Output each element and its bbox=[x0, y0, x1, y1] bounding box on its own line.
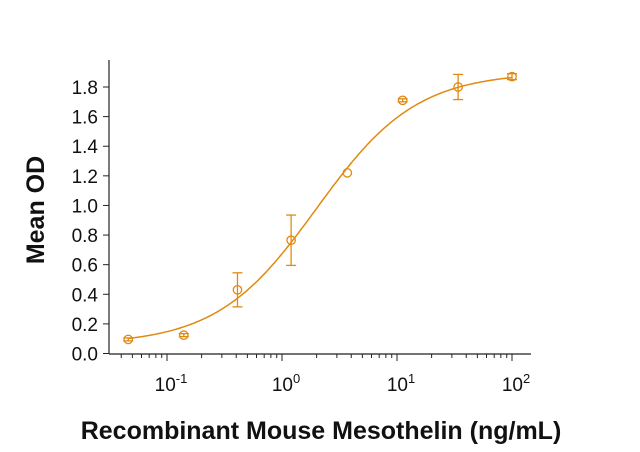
fit-curve bbox=[128, 76, 513, 340]
x-tick-label: 101 bbox=[387, 371, 415, 396]
y-tick-label: 0.0 bbox=[72, 345, 98, 366]
y-tick-label: 1.8 bbox=[72, 78, 98, 99]
y-tick-label: 1.6 bbox=[72, 108, 98, 129]
x-axis-label: Recombinant Mouse Mesothelin (ng/mL) bbox=[81, 417, 562, 445]
data-point bbox=[123, 334, 134, 345]
axes bbox=[108, 60, 531, 355]
y-tick-label: 0.6 bbox=[72, 256, 98, 277]
x-tick-exponent: -1 bbox=[176, 371, 188, 386]
point-marker bbox=[342, 168, 353, 178]
y-tick-label: 0.2 bbox=[72, 315, 98, 336]
data-point bbox=[178, 330, 189, 340]
x-tick-exponent: 0 bbox=[293, 371, 300, 386]
point-marker bbox=[397, 95, 408, 106]
point-marker bbox=[507, 71, 517, 82]
x-ticks: 10-1 100 101 102 bbox=[120, 354, 530, 396]
y-tick-label: 1.4 bbox=[72, 137, 99, 158]
data-point bbox=[507, 71, 517, 82]
x-tick-exponent: 2 bbox=[523, 371, 530, 386]
data-point bbox=[397, 95, 408, 106]
y-tick-label: 0.8 bbox=[72, 226, 98, 247]
point-marker bbox=[232, 284, 243, 295]
y-axis-label: Mean OD bbox=[22, 156, 50, 264]
x-tick-label: 100 bbox=[272, 371, 300, 396]
data-point bbox=[342, 168, 353, 178]
y-tick-label: 1.0 bbox=[72, 196, 98, 217]
data-point bbox=[286, 214, 297, 267]
x-tick-exponent: 1 bbox=[408, 371, 415, 386]
x-tick-label: 10-1 bbox=[155, 371, 188, 396]
point-marker bbox=[286, 235, 296, 246]
y-ticks: 0.0 0.2 0.4 0.6 0.8 1.0 1.2 1.4 1.6 1.8 bbox=[72, 78, 109, 366]
point-marker bbox=[453, 82, 463, 92]
x-tick-label: 102 bbox=[502, 371, 530, 396]
data-point bbox=[232, 272, 243, 308]
point-marker bbox=[123, 334, 134, 345]
data-points bbox=[123, 71, 517, 345]
y-tick-label: 0.4 bbox=[72, 285, 99, 306]
data-point bbox=[453, 73, 464, 101]
point-marker bbox=[178, 330, 189, 340]
y-tick-label: 1.2 bbox=[72, 167, 98, 188]
